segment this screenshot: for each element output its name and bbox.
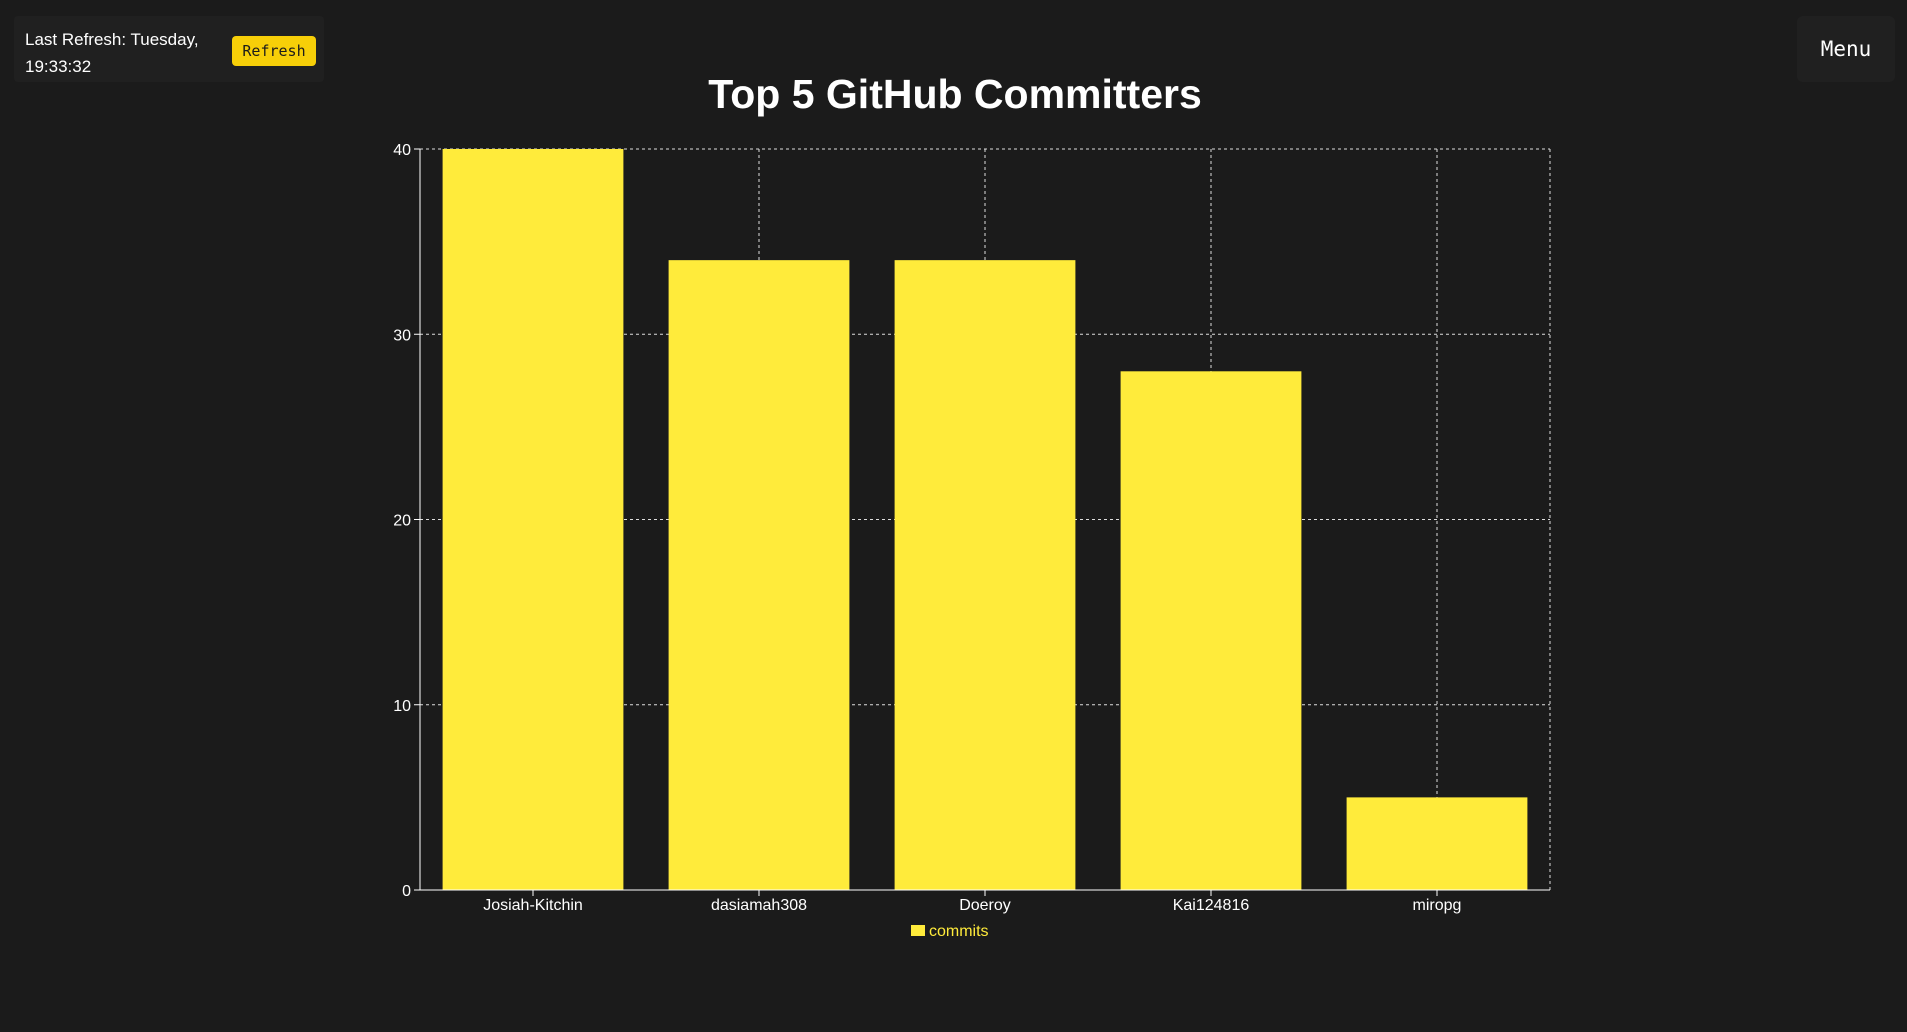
y-tick-label: 0 bbox=[402, 883, 411, 900]
x-tick-label: Doeroy bbox=[959, 897, 1011, 914]
x-tick-label: Josiah-Kitchin bbox=[483, 897, 583, 914]
bar bbox=[668, 260, 850, 890]
chart-bars bbox=[442, 149, 1528, 890]
x-tick-label: Kai124816 bbox=[1173, 897, 1250, 914]
chart-axes: 0 10 20 30 40 Josiah-Kitchin dasiamah308 Doeroy… bbox=[393, 142, 1550, 914]
refresh-panel: Last Refresh: Tuesday, 19:33:32 Refresh bbox=[14, 16, 324, 82]
bar bbox=[442, 149, 624, 890]
menu-button[interactable]: Menu bbox=[1797, 16, 1895, 82]
chart-legend[interactable]: commits bbox=[911, 923, 989, 940]
bar bbox=[1120, 371, 1302, 890]
chart-title: Top 5 GitHub Committers bbox=[708, 71, 1202, 117]
x-tick-label: dasiamah308 bbox=[711, 897, 807, 914]
y-tick-label: 40 bbox=[393, 142, 411, 159]
y-tick-label: 20 bbox=[393, 513, 411, 530]
bar bbox=[1346, 797, 1528, 890]
y-tick-label: 10 bbox=[393, 698, 411, 715]
y-tick-label: 30 bbox=[393, 327, 411, 344]
last-refresh-text: Last Refresh: Tuesday, 19:33:32 bbox=[25, 30, 199, 76]
legend-swatch bbox=[911, 925, 925, 936]
x-tick-label: miropg bbox=[1413, 897, 1462, 914]
legend-item-commits[interactable]: commits bbox=[929, 923, 989, 940]
refresh-button[interactable]: Refresh bbox=[232, 36, 316, 66]
bar bbox=[894, 260, 1076, 890]
